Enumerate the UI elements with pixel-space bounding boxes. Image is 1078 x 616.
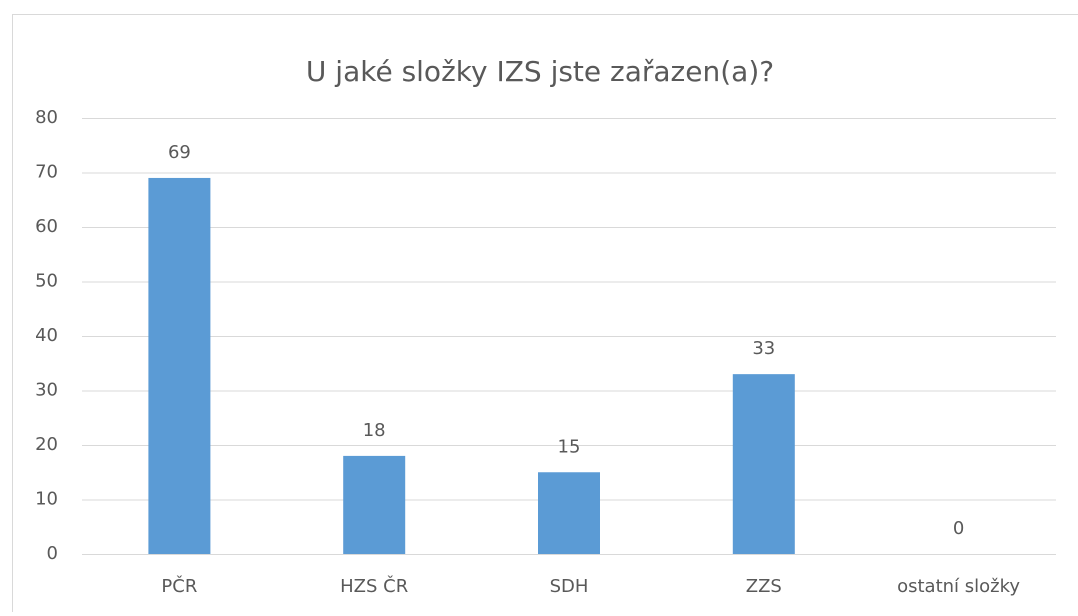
y-tick-label: 30: [35, 380, 58, 401]
y-tick-label: 70: [35, 162, 58, 183]
y-tick-label: 80: [35, 107, 58, 128]
data-label: 18: [363, 420, 386, 441]
bar: [343, 456, 405, 554]
chart-title: U jaké složky IZS jste zařazen(a)?: [306, 55, 774, 88]
y-tick-label: 50: [35, 271, 58, 292]
bar: [148, 178, 210, 554]
data-label: 33: [752, 338, 775, 359]
x-tick-label: ostatní složky: [897, 576, 1020, 597]
x-tick-label: ZZS: [746, 576, 782, 597]
x-tick-label: SDH: [550, 576, 589, 597]
x-tick-label: HZS ČR: [340, 575, 408, 597]
y-tick-label: 60: [35, 216, 58, 237]
data-label: 0: [953, 518, 964, 539]
y-tick-label: 10: [35, 489, 58, 510]
data-label: 15: [558, 436, 581, 457]
y-tick-label: 20: [35, 434, 58, 455]
bar: [538, 472, 600, 554]
y-tick-label: 40: [35, 325, 58, 346]
data-label: 69: [168, 142, 191, 163]
x-tick-label: PČR: [161, 575, 197, 597]
y-tick-label: 0: [47, 543, 58, 564]
bar: [733, 374, 795, 554]
